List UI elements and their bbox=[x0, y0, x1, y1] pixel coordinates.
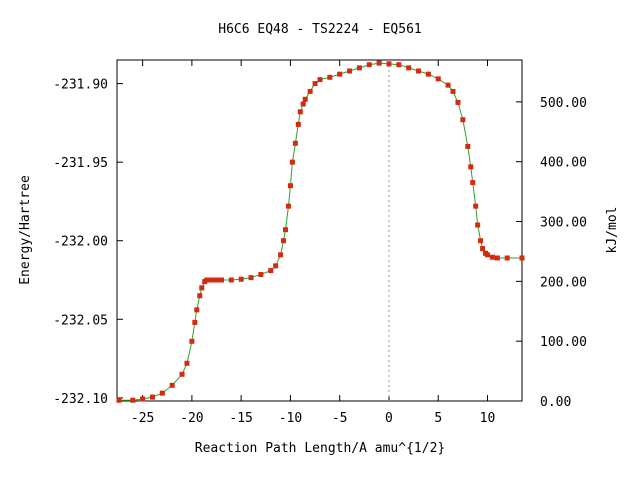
y-tick-label-2: -232.00 bbox=[53, 235, 108, 250]
data-point-58 bbox=[475, 222, 481, 228]
data-point-43 bbox=[376, 60, 382, 66]
data-point-19 bbox=[238, 276, 244, 282]
data-point-42 bbox=[366, 62, 372, 68]
data-point-46 bbox=[406, 65, 412, 71]
data-point-7 bbox=[184, 360, 190, 366]
data-point-27 bbox=[285, 203, 291, 209]
data-point-11 bbox=[197, 293, 203, 299]
data-point-62 bbox=[485, 252, 491, 258]
data-point-35 bbox=[307, 88, 313, 94]
y-axis-right-label: kJ/mol bbox=[605, 207, 620, 254]
plot-frame bbox=[116, 59, 523, 402]
data-point-66 bbox=[519, 255, 525, 261]
data-point-48 bbox=[425, 71, 431, 77]
data-point-23 bbox=[273, 263, 279, 269]
x-tick-label-4: -5 bbox=[332, 411, 348, 426]
data-point-10 bbox=[194, 307, 200, 313]
data-point-25 bbox=[281, 238, 287, 244]
data-point-24 bbox=[278, 252, 284, 258]
data-point-50 bbox=[445, 82, 451, 88]
data-point-16 bbox=[214, 277, 220, 283]
plot-area bbox=[116, 59, 523, 402]
y-tick-label-3: -231.95 bbox=[53, 156, 108, 171]
y2-tick-label-1: 100.00 bbox=[540, 335, 587, 350]
y2-tick-label-5: 500.00 bbox=[540, 96, 587, 111]
data-point-60 bbox=[480, 246, 486, 252]
data-point-0 bbox=[116, 397, 122, 403]
data-point-40 bbox=[347, 68, 353, 74]
data-point-36 bbox=[312, 81, 318, 87]
data-point-8 bbox=[189, 338, 195, 344]
data-point-34 bbox=[302, 96, 308, 102]
data-point-63 bbox=[489, 254, 495, 260]
data-point-53 bbox=[460, 117, 466, 123]
y2-tick-label-3: 300.00 bbox=[540, 216, 587, 231]
data-point-52 bbox=[455, 99, 461, 105]
data-point-39 bbox=[337, 71, 343, 77]
data-point-18 bbox=[228, 277, 234, 283]
data-point-41 bbox=[356, 65, 362, 71]
data-point-15 bbox=[209, 277, 215, 283]
data-point-51 bbox=[450, 88, 456, 94]
data-point-28 bbox=[287, 183, 293, 189]
series-layer bbox=[116, 60, 525, 403]
data-point-12 bbox=[199, 285, 205, 291]
data-point-17 bbox=[218, 277, 224, 283]
data-point-38 bbox=[327, 74, 333, 80]
data-point-5 bbox=[169, 382, 175, 388]
y2-tick-label-0: 0.00 bbox=[540, 395, 571, 410]
data-point-14 bbox=[204, 277, 210, 283]
data-point-6 bbox=[179, 371, 185, 377]
data-point-54 bbox=[465, 143, 471, 149]
x-tick-label-6: 5 bbox=[434, 411, 442, 426]
data-point-37 bbox=[317, 77, 323, 83]
data-point-4 bbox=[159, 390, 165, 396]
y-tick-label-0: -232.10 bbox=[53, 392, 108, 407]
data-point-31 bbox=[295, 121, 301, 127]
data-point-59 bbox=[478, 238, 484, 244]
data-point-44 bbox=[386, 61, 392, 67]
data-point-55 bbox=[468, 164, 474, 170]
y-axis-left-label: Energy/Hartree bbox=[18, 175, 33, 285]
data-point-65 bbox=[504, 255, 510, 261]
data-point-1 bbox=[130, 397, 136, 403]
x-tick-label-1: -20 bbox=[180, 411, 203, 426]
x-tick-label-5: 0 bbox=[385, 411, 393, 426]
y2-tick-label-2: 200.00 bbox=[540, 275, 587, 290]
y-tick-label-4: -231.90 bbox=[53, 78, 108, 93]
data-point-56 bbox=[470, 180, 476, 186]
x-tick-label-0: -25 bbox=[131, 411, 154, 426]
y-axis-right-ticks: 0.00 100.00 200.00 300.00 400.00 500.00 bbox=[516, 96, 587, 410]
x-tick-label-2: -15 bbox=[229, 411, 252, 426]
series-line-0 bbox=[119, 62, 522, 401]
data-point-49 bbox=[435, 76, 441, 82]
y-tick-label-1: -232.05 bbox=[53, 313, 108, 328]
chart-title: H6C6 EQ48 - TS2224 - EQ561 bbox=[218, 22, 422, 37]
y-axis-left-ticks: -232.10 -232.05 -232.00 -231.95 -231.90 bbox=[53, 78, 123, 407]
data-point-29 bbox=[289, 159, 295, 165]
data-point-47 bbox=[416, 68, 422, 74]
data-point-64 bbox=[494, 255, 500, 261]
data-point-57 bbox=[473, 203, 479, 209]
data-point-21 bbox=[258, 272, 264, 277]
y2-tick-label-4: 400.00 bbox=[540, 156, 587, 171]
data-point-22 bbox=[268, 268, 274, 274]
data-point-9 bbox=[192, 319, 198, 325]
data-point-30 bbox=[292, 140, 298, 146]
x-tick-label-7: 10 bbox=[480, 411, 496, 426]
data-point-26 bbox=[283, 227, 289, 233]
data-point-3 bbox=[149, 394, 155, 400]
x-axis-ticks: -25 -20 -15 -10 -5 0 5 10 bbox=[131, 60, 495, 426]
data-point-45 bbox=[396, 62, 402, 68]
x-tick-label-3: -10 bbox=[279, 411, 302, 426]
data-point-20 bbox=[248, 275, 254, 281]
data-point-32 bbox=[297, 109, 303, 115]
x-axis-label: Reaction Path Length/A amu^{1/2} bbox=[195, 441, 445, 456]
data-point-2 bbox=[140, 396, 146, 402]
data-point-33 bbox=[300, 101, 306, 107]
